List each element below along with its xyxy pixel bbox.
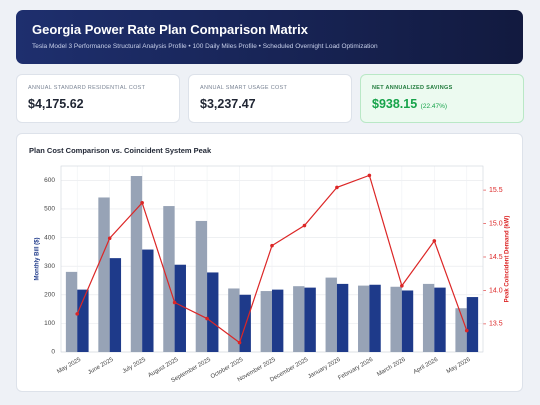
bar: [130, 176, 143, 352]
line-point: [270, 243, 274, 248]
line-point: [432, 239, 437, 243]
bar: [336, 283, 349, 352]
bar: [109, 258, 122, 352]
bar: [195, 220, 208, 352]
chart: Plan Cost Comparison vs. Coincident Syst…: [29, 146, 511, 384]
bar: [77, 289, 89, 352]
bar: [174, 264, 186, 352]
bar: [358, 285, 370, 352]
line-point: [335, 185, 339, 190]
kpi-note: (22.47%): [420, 103, 448, 110]
bar: [422, 283, 435, 352]
line-point: [205, 316, 209, 321]
y-tick-label: 600: [44, 177, 55, 184]
line-point: [75, 312, 80, 316]
x-tick-label: May 2025: [56, 357, 82, 376]
x-tick-label: April 2026: [413, 357, 440, 376]
bar: [434, 287, 446, 352]
bar: [401, 290, 414, 352]
line-point: [237, 340, 242, 345]
bar: [98, 197, 110, 352]
header: Georgia Power Rate Plan Comparison Matri…: [16, 10, 523, 64]
bar: [390, 286, 402, 352]
y2-tick-label: 15.0: [489, 220, 503, 227]
y2-tick-label: 13.5: [489, 321, 503, 328]
kpi-label: NET ANNUALIZED SAVINGS: [372, 85, 453, 91]
x-tick-label: February 2026: [337, 357, 374, 382]
kpi-card: NET ANNUALIZED SAVINGS $938.15 (22.47%): [360, 74, 524, 123]
bar: [304, 287, 316, 352]
bar: [163, 206, 175, 352]
y-tick-label: 200: [44, 291, 55, 298]
line-point: [172, 300, 177, 305]
y-tick-label: 0: [51, 349, 55, 356]
chart-title: Plan Cost Comparison vs. Coincident Syst…: [29, 146, 212, 155]
kpi-value: $3,237.47: [200, 97, 256, 111]
subtitle: Tesla Model 3 Performance Structural Ana…: [32, 43, 378, 50]
line-point: [464, 328, 469, 333]
y2-axis-label: Peak Coincident Demand (kW): [505, 216, 511, 303]
line-point: [400, 283, 404, 288]
chart-panel: Plan Cost Comparison vs. Coincident Syst…: [16, 133, 523, 392]
x-tick-label: July 2025: [122, 357, 148, 375]
y2-tick-label: 15.5: [489, 187, 503, 194]
kpi-label: ANNUAL STANDARD RESIDENTIAL COST: [28, 85, 146, 91]
line-point: [140, 200, 144, 205]
x-tick-label: May 2026: [446, 357, 472, 376]
bar: [325, 277, 337, 352]
bar: [272, 289, 284, 352]
bar: [260, 291, 272, 352]
kpi-value: $938.15 (22.47%): [372, 97, 512, 111]
bar: [228, 288, 240, 352]
bar: [466, 297, 479, 352]
y-tick-label: 100: [44, 320, 55, 327]
bar: [455, 308, 467, 352]
kpi-label: ANNUAL SMART USAGE COST: [200, 85, 288, 91]
y-tick-label: 500: [44, 206, 55, 213]
kpi-card: ANNUAL STANDARD RESIDENTIAL COST $4,175.…: [16, 74, 180, 123]
bar: [207, 272, 219, 352]
line-point: [107, 236, 112, 241]
kpi-card: ANNUAL SMART USAGE COST $3,237.47: [188, 74, 352, 123]
bar: [369, 284, 381, 352]
y2-tick-label: 14.5: [489, 254, 503, 261]
bar: [65, 271, 78, 352]
y-tick-label: 300: [44, 263, 55, 270]
bar: [142, 249, 154, 352]
kpi-value: $4,175.62: [28, 97, 84, 111]
kpi-number: $938.15: [372, 97, 418, 111]
line-point: [302, 223, 307, 228]
y2-tick-label: 14.0: [489, 287, 503, 294]
bar: [293, 286, 305, 352]
y-tick-label: 400: [44, 234, 55, 241]
x-tick-label: June 2025: [87, 357, 115, 377]
x-tick-label: March 2026: [376, 357, 407, 378]
title: Georgia Power Rate Plan Comparison Matri…: [32, 22, 308, 37]
line-point: [367, 173, 372, 178]
bar: [239, 294, 251, 352]
y-axis-label: Monthly Bill ($): [35, 238, 41, 281]
